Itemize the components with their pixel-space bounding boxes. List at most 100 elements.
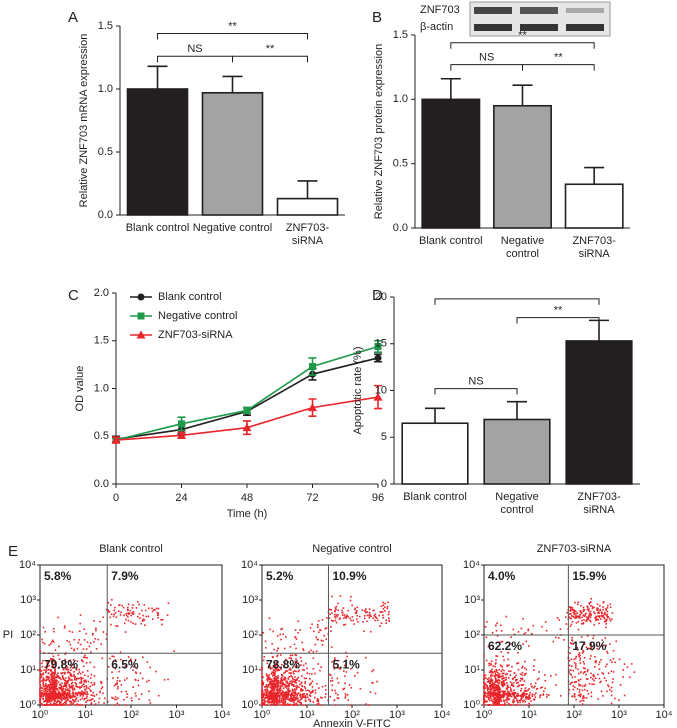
event-dot [90,651,92,653]
event-dot [297,632,299,634]
event-dot [589,613,592,615]
event-dot [524,696,527,699]
event-dot [45,679,47,682]
event-dot [62,677,64,680]
event-dot [530,683,532,685]
event-dot [287,692,290,695]
event-dot [270,684,273,687]
event-dot [265,647,267,649]
event-dot [54,686,57,688]
event-dot [495,624,497,627]
event-dot [363,617,366,620]
event-dot [266,686,269,688]
bracket [434,388,518,395]
event-dot [287,693,290,696]
event-dot [287,698,289,700]
event-dot [288,682,291,685]
event-dot [354,608,356,611]
event-dot [600,680,602,683]
event-dot [602,608,604,611]
event-dot [290,657,293,660]
quadrant-label: 4.0% [488,569,516,583]
event-dot [284,697,287,700]
event-dot [531,695,533,697]
event-dot [115,698,118,701]
event-dot [304,699,307,701]
event-dot [60,697,63,699]
event-dot [504,679,507,682]
event-dot [293,643,296,646]
event-dot [334,607,337,609]
event-dot [487,696,490,699]
event-dot [361,609,364,611]
event-dot [533,694,536,696]
event-dot [294,636,297,638]
event-dot [86,693,89,696]
event-dot [148,690,150,693]
event-dot [49,702,52,705]
event-dot [310,682,312,685]
event-dot [571,609,573,611]
event-dot [333,613,336,616]
event-dot [94,637,97,640]
marker [136,330,146,339]
event-dot [498,704,500,706]
event-dot [528,688,530,690]
event-dot [318,631,320,633]
event-dot [502,684,505,687]
event-dot [510,684,513,687]
event-dot [51,641,53,643]
event-dot [53,696,56,699]
bar [276,197,339,216]
event-dot [78,671,81,673]
event-dot [51,666,53,668]
event-dot [83,628,86,631]
event-dot [271,672,273,675]
y-tick-label: 0.5 [94,430,109,442]
event-dot [56,674,58,676]
event-dot [509,674,512,677]
event-dot [317,638,319,641]
event-dot [519,680,522,682]
event-dot [114,659,117,661]
event-dot [345,671,348,673]
event-dot [58,686,61,689]
event-dot [594,656,596,658]
event-dot [72,702,75,705]
event-dot [271,695,274,697]
event-dot [618,699,620,702]
event-dot [287,685,290,688]
event-dot [276,694,279,697]
event-dot [571,639,573,641]
event-dot [64,692,67,695]
event-dot [289,654,292,657]
event-dot [265,695,268,698]
event-dot [49,658,52,660]
event-dot [272,683,274,685]
event-dot [53,688,55,690]
event-dot [568,664,571,667]
event-dot [71,692,74,695]
event-dot [321,685,324,688]
event-dot [65,700,67,703]
event-dot [61,704,64,706]
event-dot [72,691,74,693]
event-dot [345,651,347,654]
event-dot [285,684,288,687]
event-dot [331,689,334,692]
blot-label: β-actin [420,21,453,33]
event-dot [506,694,508,696]
event-dot [334,619,337,622]
event-dot [271,643,273,645]
event-dot [114,704,116,706]
event-dot [603,620,606,623]
event-dot [575,666,577,669]
x-tick-label: 10³ [611,709,627,721]
event-dot [130,658,132,661]
event-dot [492,674,494,677]
event-dot [494,663,497,665]
event-dot [269,693,272,696]
event-dot [40,694,43,697]
event-dot [141,619,144,622]
event-dot [54,690,56,693]
